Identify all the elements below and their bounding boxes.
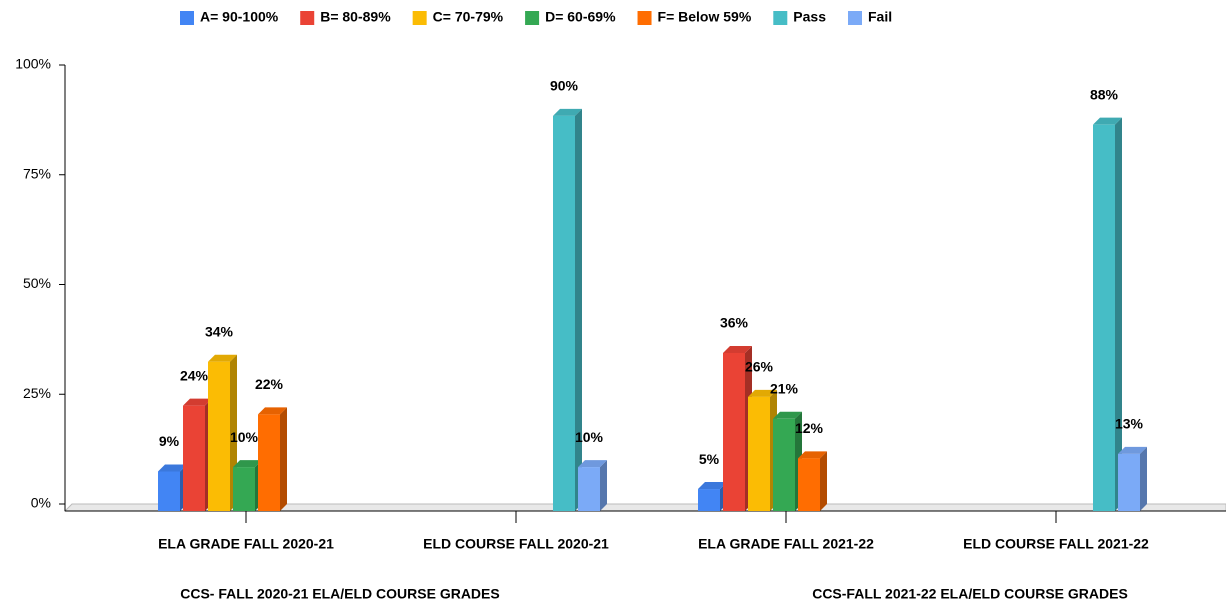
y-tick-label: 100% <box>15 56 51 72</box>
y-tick-label: 0% <box>31 495 51 511</box>
bar <box>698 482 727 511</box>
data-label: 26% <box>745 359 774 375</box>
bar <box>208 354 237 511</box>
bar-front <box>773 418 795 511</box>
bar-front <box>748 396 770 511</box>
bar-top <box>183 398 212 406</box>
bar-top <box>553 108 582 116</box>
bar <box>1093 117 1122 512</box>
x-tick-label: ELA GRADE FALL 2020-21 <box>158 536 334 552</box>
bar-front <box>258 414 280 511</box>
bar-front <box>553 115 575 512</box>
legend-swatch <box>180 11 194 25</box>
data-label: 88% <box>1090 86 1119 102</box>
data-label: 36% <box>720 315 749 331</box>
y-tick-label: 50% <box>23 275 51 291</box>
bar-side <box>575 108 582 512</box>
legend-swatch <box>637 11 652 25</box>
bar <box>233 460 262 511</box>
legend-label: A= 90-100% <box>200 9 279 25</box>
bar-front <box>183 405 205 511</box>
bar <box>158 464 187 511</box>
bar-side <box>280 407 287 511</box>
data-label: 5% <box>699 451 720 467</box>
legend-label: Pass <box>793 9 826 25</box>
data-label: 12% <box>795 420 824 436</box>
bar-front <box>233 467 255 511</box>
bar <box>553 108 582 512</box>
y-tick-label: 25% <box>23 385 51 401</box>
x-tick-label: ELA GRADE FALL 2021-22 <box>698 536 874 552</box>
data-label: 24% <box>180 367 209 383</box>
bar-top <box>723 345 752 353</box>
bar <box>183 398 212 511</box>
bar-top <box>798 451 827 459</box>
legend-swatch <box>773 11 788 25</box>
x-tick-label: ELD COURSE FALL 2021-22 <box>963 536 1149 552</box>
data-label: 10% <box>575 429 604 445</box>
bar-front <box>723 352 745 511</box>
data-label: 10% <box>230 429 259 445</box>
bar <box>798 451 827 511</box>
bar-front <box>578 467 600 511</box>
bar-front <box>1118 453 1140 511</box>
legend-label: D= 60-69% <box>545 9 616 25</box>
bar-top <box>158 464 187 472</box>
legend-swatch <box>525 11 540 25</box>
bar <box>1118 446 1147 511</box>
bar-top <box>773 411 802 419</box>
legend-label: C= 70-79% <box>433 9 504 25</box>
data-label: 22% <box>255 376 284 392</box>
legend-swatch <box>412 11 427 25</box>
bar-front <box>208 361 230 511</box>
bar-side <box>1140 446 1147 511</box>
bar <box>258 407 287 511</box>
bar <box>578 460 607 511</box>
legend-label: B= 80-89% <box>320 9 391 25</box>
bar-front <box>698 489 720 511</box>
legend-swatch <box>300 11 315 25</box>
legend-swatch <box>848 11 862 25</box>
data-label: 34% <box>205 323 234 339</box>
bar-top <box>1118 446 1147 454</box>
bar-side <box>1115 117 1122 512</box>
x-tick-label: ELD COURSE FALL 2020-21 <box>423 536 609 552</box>
bar-top <box>258 407 287 415</box>
data-label: 9% <box>159 433 180 449</box>
bar-top <box>578 460 607 468</box>
bar-front <box>1093 124 1115 512</box>
data-label: 21% <box>770 381 799 397</box>
bar <box>748 389 777 511</box>
bar-front <box>798 458 820 511</box>
bar-top <box>208 354 237 362</box>
legend-label: Fail <box>868 9 892 25</box>
data-label: 13% <box>1115 416 1144 432</box>
group-label: CCS- FALL 2020-21 ELA/ELD COURSE GRADES <box>180 586 499 602</box>
bar-top <box>1093 117 1122 125</box>
bar-side <box>820 451 827 511</box>
y-tick-label: 75% <box>23 165 51 181</box>
data-label: 90% <box>550 78 579 94</box>
group-label: CCS-FALL 2021-22 ELA/ELD COURSE GRADES <box>812 586 1128 602</box>
bar-front <box>158 471 180 511</box>
legend-label: F= Below 59% <box>658 9 752 25</box>
bar-top <box>698 482 727 490</box>
bar-side <box>600 460 607 511</box>
bar-top <box>748 389 777 397</box>
bar-top <box>233 460 262 468</box>
